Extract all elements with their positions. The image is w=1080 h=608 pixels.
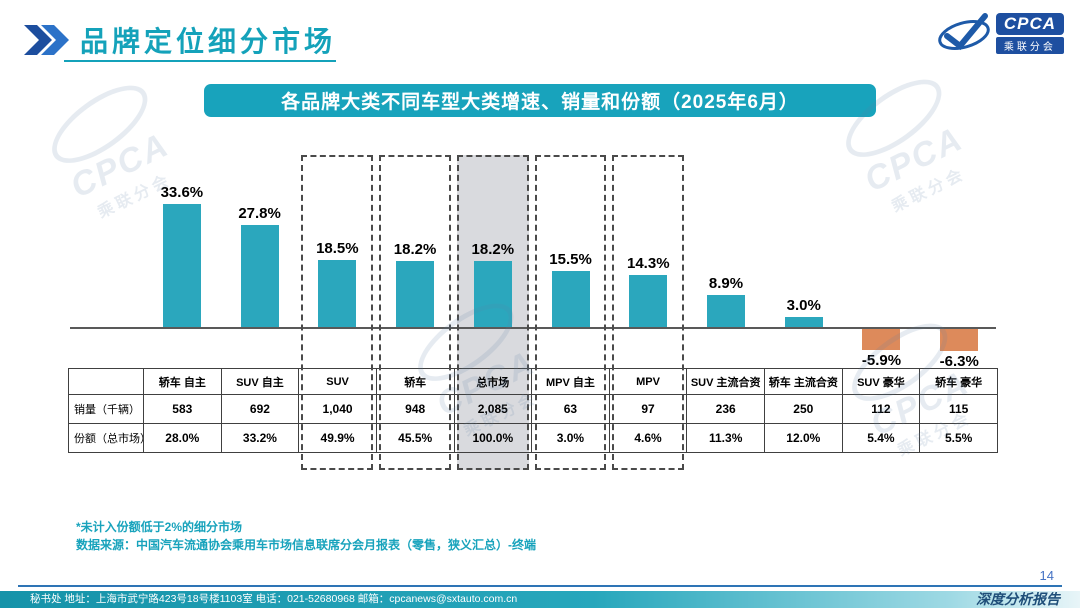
chart-title-banner: 各品牌大类不同车型大类增速、销量和份额（2025年6月） (204, 84, 876, 117)
bar-positive (162, 203, 201, 328)
page-title: 品牌定位细分市场 (80, 26, 337, 57)
bar-positive (707, 295, 745, 328)
sales-value-cell: 2,085 (453, 394, 533, 424)
bar-value-label: 18.2% (393, 240, 437, 258)
share-value-cell: 5.5% (919, 423, 998, 453)
report-type-label: 深度分析报告 (976, 591, 1060, 607)
table-header-cell: SUV 豪华 (841, 368, 921, 395)
bar-positive (318, 259, 357, 328)
sales-value-cell: 236 (686, 394, 765, 424)
title-underline (64, 60, 336, 62)
share-value-cell: 45.5% (375, 423, 455, 453)
footnotes: *未计入份额低于2%的细分市场 数据来源：中国汽车流通协会乘用车市场信息联席分会… (76, 518, 536, 554)
cpca-logo-text-block: CPCA 乘联分会 (995, 12, 1064, 54)
table-header-cell: 轿车 (375, 368, 455, 395)
sales-value-cell: 63 (531, 394, 610, 424)
table-header-cell: MPV (608, 368, 688, 395)
sales-value-cell: 250 (764, 394, 843, 424)
table-header-cell: SUV 自主 (220, 368, 300, 395)
bar-positive (240, 225, 279, 328)
x-axis-line (70, 327, 996, 329)
table-header-cell: 轿车 自主 (143, 368, 222, 395)
bar-value-label: 27.8% (238, 205, 281, 223)
chart-column: 18.2% (376, 150, 454, 368)
chart-column: 8.9% (687, 150, 765, 368)
share-value-cell: 49.9% (298, 423, 377, 453)
share-row-label: 份额（总市场） (68, 423, 144, 453)
data-table: 轿车 自主 SUV 自主 SUV 轿车 总市场 MPV 自主 MPV SUV 主流合资 轿车 主… (68, 368, 998, 453)
chart-column: 18.2% (454, 150, 532, 368)
cpca-logo-name: CPCA (995, 12, 1064, 35)
table-corner-cell (68, 368, 144, 395)
bottom-rule-line (18, 585, 1062, 587)
table-header-cell: 总市场 (453, 368, 533, 395)
bar-value-label: 18.5% (316, 239, 359, 257)
bar-positive (629, 275, 668, 328)
share-value-cell: 4.6% (608, 423, 688, 453)
table-header-cell: 轿车 主流合资 (764, 368, 843, 395)
chart-column: 15.5% (532, 150, 610, 368)
chart-wrap: 33.6% 27.8% 18.5% 18.2% 18.2% 15.5% 14.3% 8.9% 3… (68, 150, 998, 480)
sales-value-cell: 115 (919, 394, 998, 424)
table-header-cell: SUV (298, 368, 377, 395)
bar-value-label: 3.0% (786, 296, 821, 314)
sales-value-cell: 583 (143, 394, 222, 424)
chart-column: 14.3% (609, 150, 687, 368)
chart-column: -6.3% (920, 150, 998, 370)
footer-contact-bar: 秘书处 地址：上海市武宁路423号18号楼1103室 电话：021-526809… (0, 591, 1080, 608)
bar-positive (551, 270, 590, 328)
sales-value-cell: 692 (220, 394, 300, 424)
cpca-logo: CPCA 乘联分会 (937, 12, 1064, 54)
share-value-cell: 3.0% (531, 423, 610, 453)
bar-negative (862, 328, 901, 350)
bar-value-label: 8.9% (708, 275, 744, 293)
cpca-swoosh-icon (938, 13, 990, 51)
share-value-cell: 33.2% (220, 423, 300, 453)
bar-value-label: -5.9% (861, 351, 902, 369)
sales-value-cell: 97 (608, 394, 688, 424)
chart-column: 18.5% (298, 150, 376, 368)
bar-value-label: 14.3% (627, 255, 670, 273)
bar-value-label: -6.3% (939, 353, 979, 371)
slide-header: 品牌定位细分市场 (24, 20, 336, 60)
footnote-exclusion: *未计入份额低于2%的细分市场 (76, 520, 243, 534)
sales-value-cell: 112 (841, 394, 921, 424)
bar-positive (473, 260, 512, 328)
bar-value-label: 18.2% (471, 240, 515, 258)
sales-value-cell: 948 (375, 394, 455, 424)
table-header-cell: MPV 自主 (531, 368, 610, 395)
share-value-cell: 12.0% (764, 423, 843, 453)
bar-value-label: 15.5% (549, 250, 592, 268)
share-value-cell: 5.4% (841, 423, 921, 453)
chart-column: 3.0% (765, 150, 843, 368)
cpca-logo-subtitle: 乘联分会 (995, 36, 1064, 54)
table-header-cell: SUV 主流合资 (686, 368, 765, 395)
chart-column: -5.9% (843, 150, 921, 369)
double-chevron-icon (24, 25, 69, 55)
bar-positive (396, 260, 435, 328)
share-value-cell: 100.0% (453, 423, 533, 453)
footnote-source: 数据来源：中国汽车流通协会乘用车市场信息联席分会月报表（零售，狭义汇总）-终端 (76, 538, 536, 552)
sales-value-cell: 1,040 (298, 394, 377, 424)
chart-column: 33.6% (143, 150, 221, 368)
share-value-cell: 28.0% (143, 423, 222, 453)
table-header-cell: 轿车 豪华 (919, 368, 998, 395)
sales-row-label: 销量（千辆） (68, 394, 144, 424)
share-value-cell: 11.3% (686, 423, 765, 453)
page-number: 14 (1039, 568, 1054, 583)
bar-positive (784, 316, 823, 328)
bar-value-label: 33.6% (160, 183, 204, 201)
chart-column: 27.8% (221, 150, 299, 368)
plot-area: 33.6% 27.8% 18.5% 18.2% 18.2% 15.5% 14.3% 8.9% 3… (143, 150, 998, 371)
bar-negative (940, 328, 979, 352)
